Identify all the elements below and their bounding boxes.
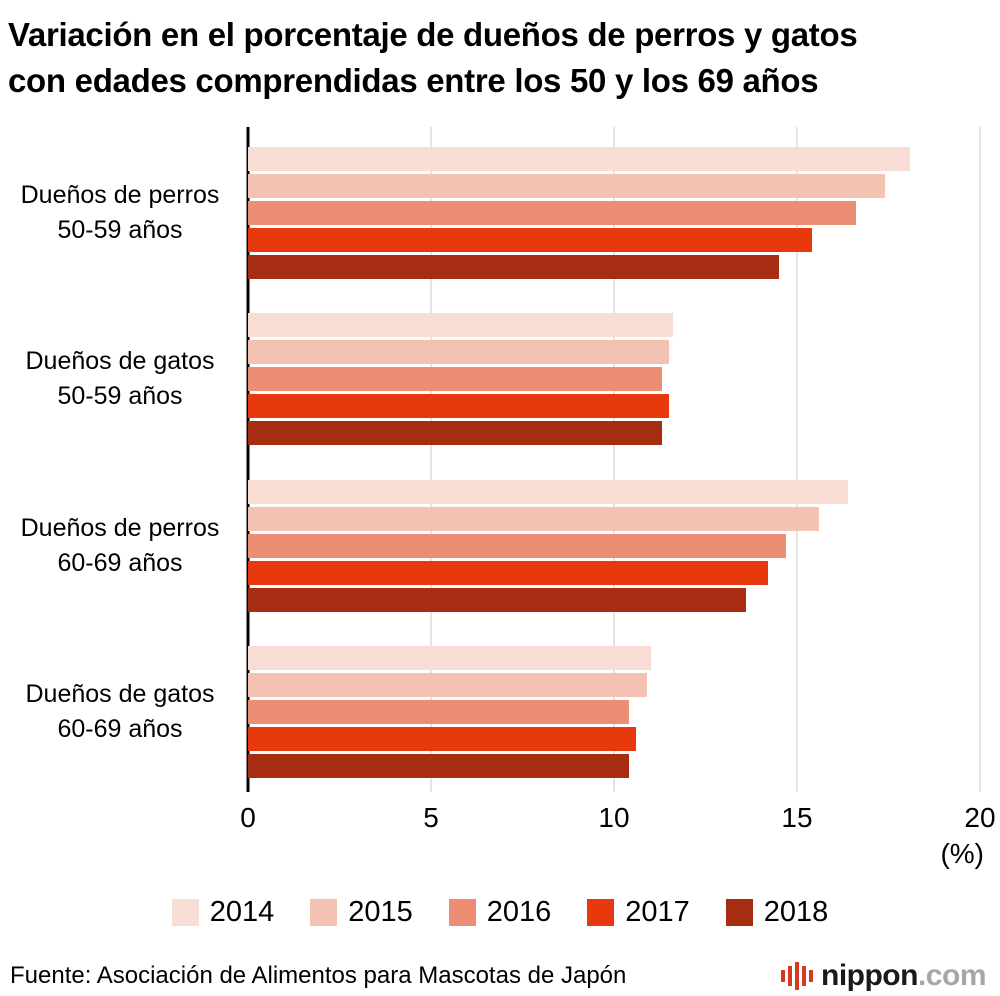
category-label: Dueños de perros 60-69 años <box>20 513 220 577</box>
x-tick-label: 5 <box>423 802 439 834</box>
chart-title: Variación en el porcentaje de dueños de … <box>0 0 1000 103</box>
legend-swatch <box>587 899 615 927</box>
bar-2018 <box>248 754 629 779</box>
legend-swatch <box>448 899 476 927</box>
category-label: Dueños de perros 50-59 años <box>20 181 220 245</box>
x-tick-label: 15 <box>781 802 813 834</box>
gridlines <box>246 127 981 793</box>
legend-label: 2016 <box>486 896 552 929</box>
legend-item-2014: 2014 <box>171 896 275 929</box>
legend-label: 2017 <box>625 896 690 929</box>
legend-label: 2018 <box>763 896 829 929</box>
bar-2014 <box>248 313 673 338</box>
bar-2018 <box>248 421 662 446</box>
legend-item-2018: 2018 <box>725 896 829 929</box>
bars <box>248 147 980 280</box>
x-tick-label: 10 <box>598 802 630 834</box>
bar-groups: Dueños de perros 50-59 años Dueños de gato… <box>0 127 1000 792</box>
nippon-logo-suffix: .com <box>917 959 987 993</box>
bar-2015 <box>248 506 819 531</box>
gridline-10 <box>613 127 615 793</box>
legend-item-2017: 2017 <box>587 896 690 929</box>
bar-2016 <box>248 700 629 725</box>
x-axis: 0 5 10 15 20 <box>240 802 995 838</box>
bars <box>248 479 980 612</box>
bar-group: Dueños de gatos 50-59 años <box>0 313 1000 446</box>
bar-2017 <box>248 560 768 585</box>
legend-swatch <box>725 899 753 927</box>
chart-title-line2: con edades comprendidas entre los 50 y l… <box>8 61 819 99</box>
bar-2018 <box>248 255 779 280</box>
bar-2017 <box>248 727 636 752</box>
category-label: Dueños de gatos 60-69 años <box>25 680 215 744</box>
bar-2015 <box>248 340 669 365</box>
nippon-logo: nippon.com <box>781 959 987 993</box>
bar-2014 <box>248 646 651 671</box>
gridline-5 <box>430 127 432 793</box>
bar-2016 <box>248 367 662 392</box>
x-tick-label: 0 <box>240 802 256 834</box>
nippon-logo-brand: nippon <box>821 959 918 993</box>
bar-2017 <box>248 394 669 419</box>
nippon-logo-text: nippon.com <box>821 959 987 993</box>
gridline-15 <box>796 127 798 793</box>
bar-group: Dueños de perros 60-69 años <box>0 479 1000 612</box>
bar-group: Dueños de perros 50-59 años <box>0 147 1000 280</box>
bar-2014 <box>248 147 911 172</box>
y-axis-line <box>246 127 250 793</box>
bars <box>248 646 980 779</box>
category-label: Dueños de gatos 50-59 años <box>25 347 215 411</box>
bar-2016 <box>248 533 787 558</box>
legend-item-2015: 2015 <box>310 896 413 929</box>
bar-2015 <box>248 673 647 698</box>
bar-2016 <box>248 201 856 226</box>
gridline-20 <box>979 127 981 793</box>
x-tick-label: 20 <box>964 802 996 834</box>
legend-label: 2014 <box>209 896 275 929</box>
legend-label: 2015 <box>348 896 413 929</box>
chart: Dueños de perros 50-59 años Dueños de gato… <box>0 127 1000 793</box>
source-text: Fuente: Asociación de Alimentos para Mas… <box>10 962 627 990</box>
bar-group: Dueños de gatos 60-69 años <box>0 646 1000 779</box>
bars <box>248 313 980 446</box>
bar-2018 <box>248 587 746 612</box>
bar-2017 <box>248 228 812 253</box>
legend-swatch <box>171 899 199 927</box>
unit-label: (%) <box>940 838 984 870</box>
legend-item-2016: 2016 <box>448 896 552 929</box>
bar-2015 <box>248 174 885 199</box>
chart-title-line1: Variación en el porcentaje de dueños de … <box>8 16 858 53</box>
footer: Fuente: Asociación de Alimentos para Mas… <box>0 929 1000 993</box>
legend-swatch <box>310 899 338 927</box>
nippon-bars-icon <box>781 962 813 991</box>
bar-2014 <box>248 479 849 504</box>
legend: 2014 2015 2016 2017 2018 <box>0 896 1000 929</box>
